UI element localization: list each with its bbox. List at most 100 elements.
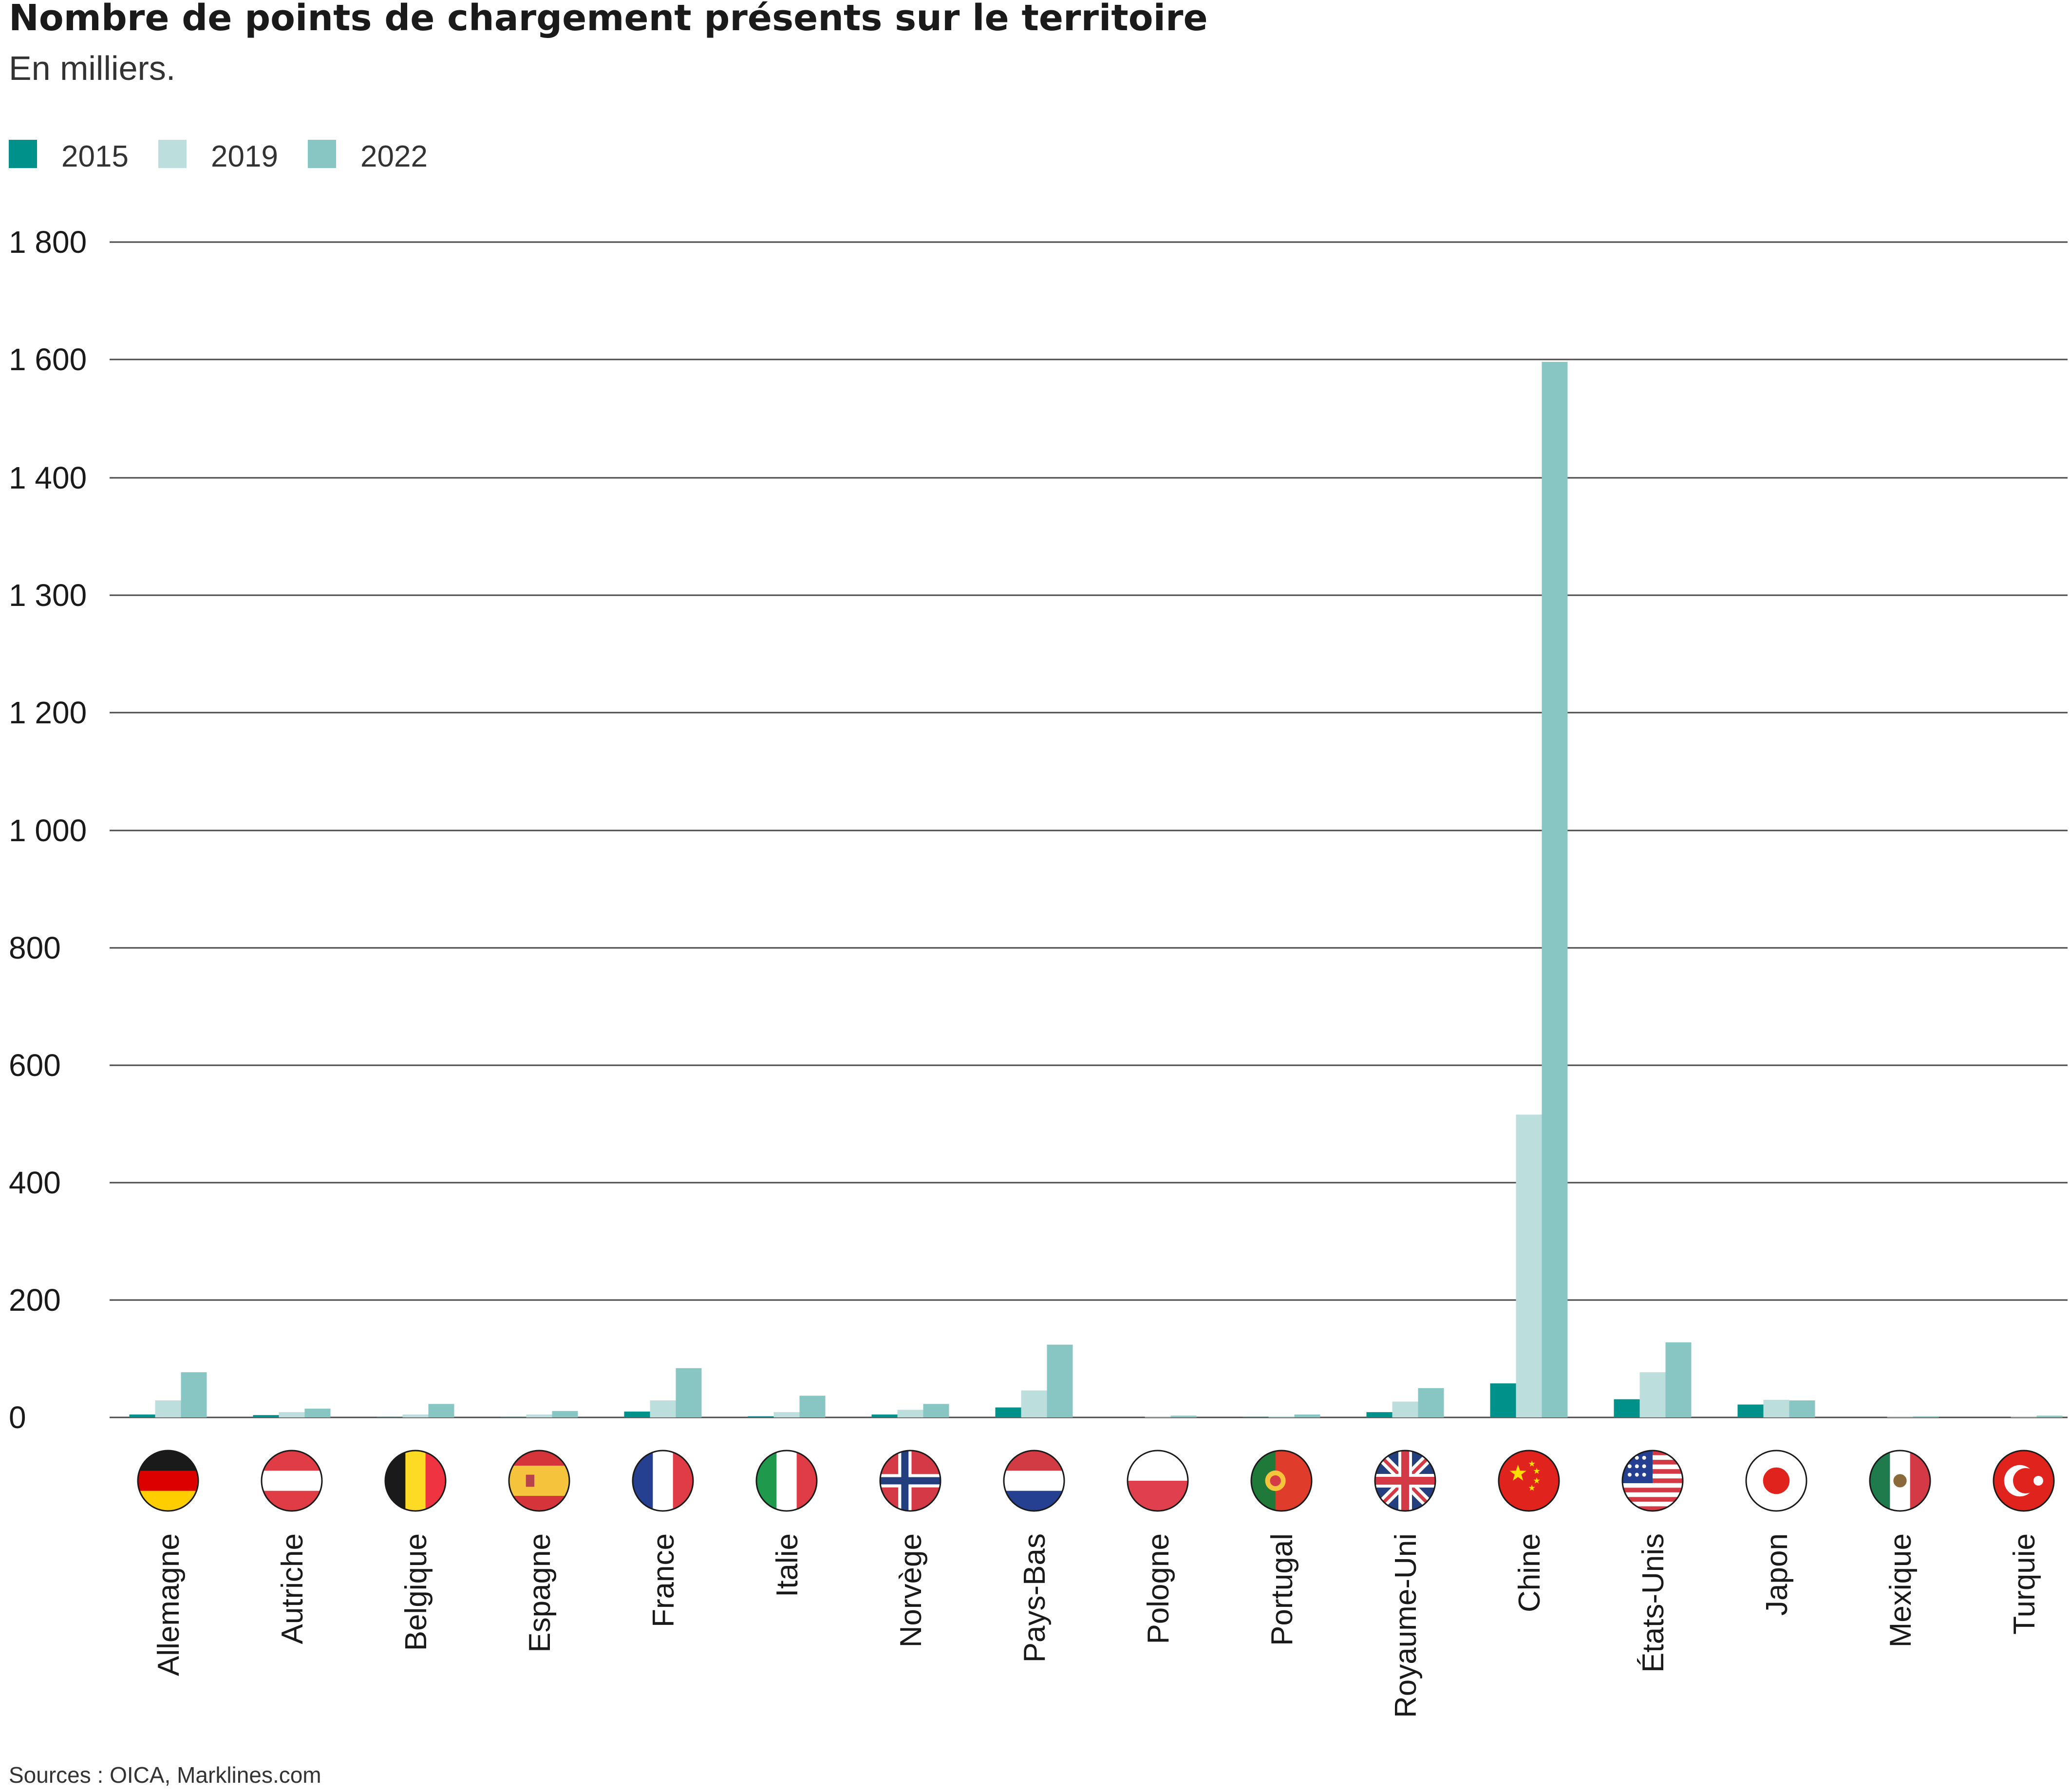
- bar-2022: [304, 1408, 331, 1417]
- y-tick-label: 1 400: [9, 460, 87, 495]
- bar-2022: [1542, 361, 1568, 1418]
- usa-flag: [1622, 1451, 1683, 1511]
- bar-2022: [676, 1368, 702, 1417]
- japan-flag: [1746, 1451, 1807, 1511]
- flag-border: [1003, 1450, 1065, 1512]
- bar-2022: [1913, 1416, 1939, 1417]
- bar-2019: [279, 1412, 305, 1417]
- bar-2015: [1614, 1399, 1640, 1417]
- bar-2015: [995, 1407, 1021, 1417]
- flag-border: [1993, 1450, 2055, 1512]
- category-label: Pays-Bas: [1018, 1533, 1052, 1662]
- y-tick-label: 600: [9, 1048, 61, 1083]
- bar-2022: [181, 1372, 207, 1417]
- y-tick-label: 1 000: [9, 813, 87, 848]
- source-note: Sources : OICA, Marklines.com: [9, 1762, 321, 1788]
- bar-2019: [1763, 1399, 1789, 1417]
- category-label: Chine: [1513, 1533, 1546, 1612]
- y-tick-label: 1 300: [9, 578, 87, 613]
- bar-2019: [155, 1400, 181, 1417]
- flag-border: [1127, 1450, 1189, 1512]
- bar-2022: [923, 1404, 949, 1417]
- bar-2015: [1737, 1404, 1764, 1417]
- y-tick-label: 1 200: [9, 695, 87, 730]
- bar-2015: [871, 1414, 898, 1417]
- chart-title: Nombre de points de chargement présents …: [9, 0, 1208, 39]
- bar-2015: [748, 1416, 774, 1417]
- bar-2015: [129, 1414, 155, 1417]
- y-tick-label: 400: [9, 1165, 61, 1200]
- flag-border: [384, 1450, 447, 1512]
- flag-border: [1621, 1450, 1684, 1512]
- y-tick-label: 0: [9, 1400, 26, 1435]
- legend-swatch-2015: [9, 140, 37, 168]
- legend-label-2022: 2022: [360, 140, 428, 173]
- bar-2022: [1170, 1415, 1197, 1417]
- bar-2022: [428, 1404, 454, 1417]
- turkey-flag: [1994, 1451, 2054, 1511]
- bar-2019: [402, 1414, 429, 1417]
- category-label: Norvège: [894, 1533, 928, 1647]
- category-label: Royaume-Uni: [1389, 1533, 1423, 1718]
- y-tick-label: 1 800: [9, 225, 87, 260]
- uk-flag: [1375, 1451, 1435, 1511]
- bar-2022: [1047, 1344, 1073, 1417]
- flag-border: [137, 1450, 199, 1512]
- bar-2019: [1268, 1416, 1295, 1417]
- y-tick-label: 1 600: [9, 342, 87, 377]
- bar-2022: [799, 1396, 826, 1417]
- category-label: Pologne: [1142, 1533, 1175, 1644]
- category-label: Turquie: [2008, 1533, 2041, 1635]
- bar-2015: [1366, 1412, 1393, 1417]
- flag-border: [1869, 1450, 1931, 1512]
- legend-label-2015: 2015: [61, 140, 129, 173]
- bar-2019: [526, 1414, 552, 1417]
- bar-2015: [253, 1415, 279, 1417]
- flag-border: [1498, 1450, 1560, 1512]
- category-label: France: [647, 1533, 680, 1627]
- legend: 2015 2019 2022: [9, 140, 428, 173]
- bar-2019: [897, 1410, 923, 1417]
- flags: [137, 1450, 2055, 1512]
- bar-2015: [1490, 1383, 1516, 1417]
- mexico-flag: [1870, 1451, 1930, 1511]
- category-label: Portugal: [1265, 1533, 1299, 1646]
- bar-2019: [773, 1412, 800, 1417]
- norway-flag: [880, 1451, 941, 1511]
- flag-border: [1250, 1450, 1313, 1512]
- category-label: Allemagne: [152, 1533, 186, 1676]
- category-label: Espagne: [523, 1533, 557, 1653]
- bar-2019: [1392, 1401, 1418, 1417]
- flag-border: [1745, 1450, 1807, 1512]
- category-label: Italie: [771, 1533, 804, 1597]
- y-axis-ticks: 0 200 400 600 800 1 000 1 200 1 300 1 400 1 600 1 …: [9, 225, 87, 1435]
- category-label: Japon: [1760, 1533, 1794, 1616]
- bars: [129, 361, 2063, 1418]
- bar-2022: [2036, 1415, 2063, 1417]
- flag-border: [261, 1450, 323, 1512]
- bar-2019: [1516, 1114, 1542, 1417]
- bar-2022: [1294, 1414, 1320, 1417]
- legend-swatch-2019: [158, 140, 187, 168]
- portugal-flag: [1251, 1451, 1312, 1511]
- bar-2022: [1418, 1388, 1444, 1417]
- china-flag: [1499, 1451, 1559, 1511]
- bar-2015: [624, 1411, 650, 1417]
- flag-border: [632, 1450, 694, 1512]
- legend-label-2019: 2019: [211, 140, 278, 173]
- spain-flag: [509, 1451, 569, 1511]
- y-tick-label: 800: [9, 930, 61, 965]
- bar-2019: [1021, 1390, 1047, 1417]
- y-tick-label: 200: [9, 1283, 61, 1318]
- flag-border: [508, 1450, 570, 1512]
- bar-2022: [552, 1411, 578, 1417]
- category-label: Belgique: [399, 1533, 433, 1651]
- category-label: Autriche: [276, 1533, 309, 1644]
- category-label: États-Unis: [1637, 1533, 1670, 1673]
- legend-swatch-2022: [308, 140, 336, 168]
- bar-2022: [1789, 1400, 1815, 1417]
- bar-2019: [650, 1400, 676, 1417]
- flag-border: [879, 1450, 941, 1512]
- x-axis-labels: Allemagne Autriche Belgique Espagne France It…: [152, 1533, 2041, 1718]
